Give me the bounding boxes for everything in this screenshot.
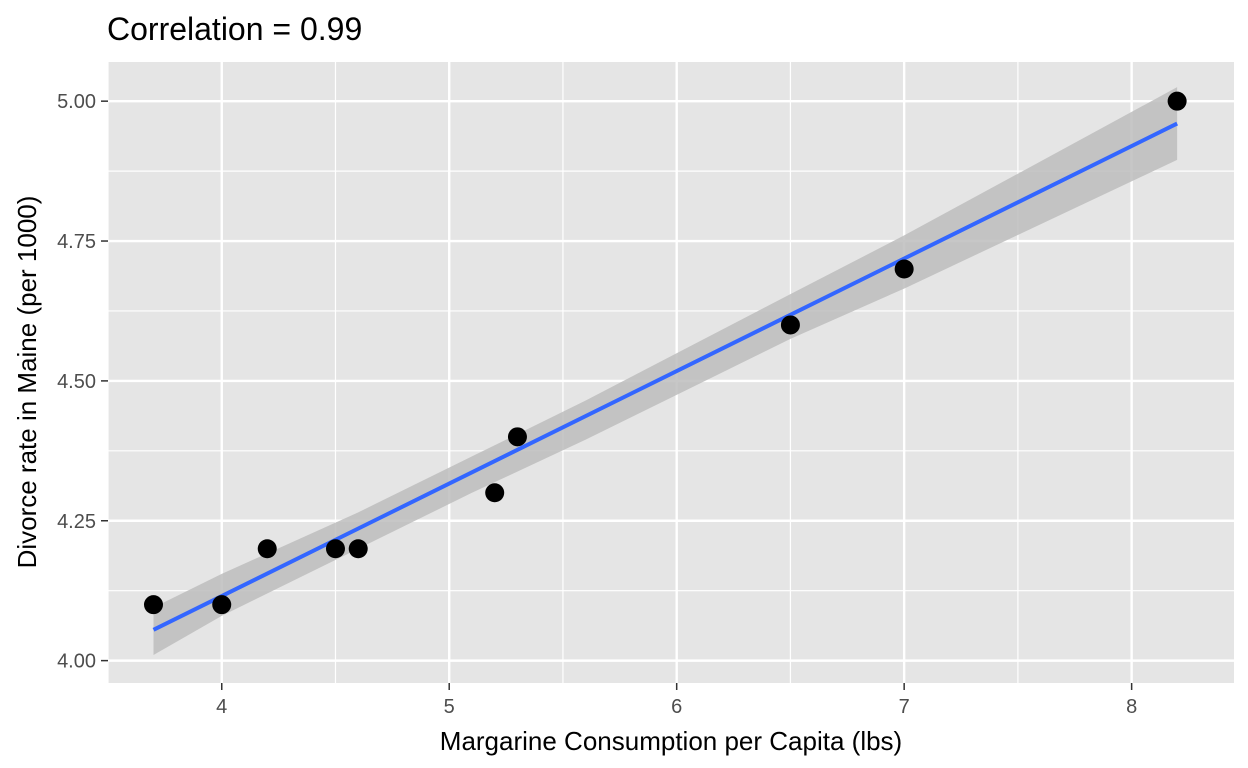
data-point (507, 427, 527, 447)
regression-line (152, 121, 1179, 632)
data-point (325, 539, 345, 559)
x-tick-label: 5 (444, 696, 455, 718)
data-point (143, 595, 163, 615)
y-axis-title: Divorce rate in Maine (per 1000) (12, 196, 42, 569)
y-tick-label: 5.00 (57, 91, 96, 113)
chart-title: Correlation = 0.99 (107, 11, 362, 47)
data-point (894, 259, 914, 279)
data-point (485, 483, 505, 503)
y-tick-label: 4.00 (57, 651, 96, 673)
x-axis: 4 5 6 7 8 (216, 683, 1137, 718)
data-point (257, 539, 277, 559)
x-tick-label: 8 (1126, 696, 1137, 718)
y-tick-label: 4.75 (57, 231, 96, 253)
y-tick-label: 4.50 (57, 371, 96, 393)
y-tick-label: 4.25 (57, 511, 96, 533)
data-points (143, 91, 1187, 615)
data-point (348, 539, 368, 559)
x-tick-label: 4 (216, 696, 227, 718)
x-tick-label: 6 (671, 696, 682, 718)
confidence-band (153, 87, 1178, 656)
y-axis: 4.00 4.25 4.50 4.75 5.00 (57, 91, 108, 673)
x-axis-title: Margarine Consumption per Capita (lbs) (440, 726, 902, 756)
data-point (780, 315, 800, 335)
data-point (212, 595, 232, 615)
data-point (1167, 91, 1187, 111)
x-tick-label: 7 (899, 696, 910, 718)
